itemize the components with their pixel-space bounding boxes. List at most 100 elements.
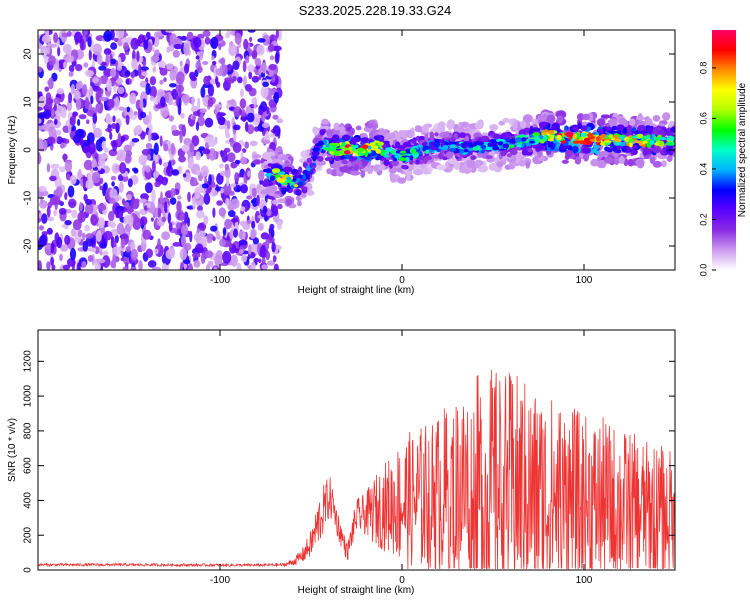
- heatmap-cell: [502, 117, 510, 123]
- heatmap-cell: [148, 110, 152, 124]
- heatmap-cell: [365, 123, 375, 129]
- heatmap-cell: [129, 113, 138, 120]
- heatmap-cell: [82, 232, 86, 241]
- snr-x-axis-label: Height of straight line (km): [298, 585, 415, 596]
- heatmap-cell: [600, 114, 611, 119]
- heatmap-cell: [261, 152, 272, 160]
- heatmap-cell: [177, 195, 182, 200]
- heatmap-cell: [157, 207, 162, 219]
- heatmap-cell: [265, 250, 271, 261]
- heatmap-cell: [126, 106, 130, 113]
- heatmap-cell: [438, 139, 445, 143]
- heatmap-cell: [117, 36, 123, 47]
- heatmap-cell: [222, 184, 232, 196]
- heatmap-cell: [48, 55, 56, 66]
- colorbar-gradient: [712, 30, 736, 270]
- heatmap-cell: [204, 36, 211, 45]
- heatmap-cell: [112, 253, 116, 265]
- heatmap-cell: [391, 159, 399, 167]
- y-tick-label: 1200: [23, 350, 34, 373]
- heatmap-cell: [200, 112, 204, 119]
- heatmap-cell: [257, 222, 264, 231]
- heatmap-cell: [50, 109, 55, 118]
- heatmap-cell: [591, 148, 597, 153]
- heatmap-cell: [145, 248, 153, 258]
- heatmap-cell: [62, 43, 72, 54]
- heatmap-cell: [246, 124, 255, 135]
- heatmap-cell: [158, 60, 166, 68]
- heatmap-cell: [276, 118, 284, 124]
- heatmap-cell: [215, 230, 221, 240]
- heatmap-cell: [514, 137, 523, 143]
- heatmap-cell: [229, 229, 235, 240]
- heatmap-cell: [297, 166, 303, 174]
- y-tick-label: 20: [23, 48, 34, 60]
- heatmap-cell: [273, 205, 279, 217]
- heatmap-cell: [189, 142, 195, 153]
- heatmap-cell: [95, 230, 102, 242]
- heatmap-cell: [502, 143, 510, 149]
- heatmap-cell: [256, 194, 260, 207]
- heatmap-cell: [398, 130, 406, 138]
- heatmap-cell: [220, 187, 224, 194]
- heatmap-cell: [202, 30, 211, 37]
- heatmap-cell: [179, 130, 183, 144]
- heatmap-cell: [662, 112, 671, 121]
- heatmap-cell: [42, 139, 48, 151]
- heatmap-cell: [312, 156, 317, 162]
- heatmap-cell: [450, 137, 456, 142]
- heatmap-cell: [260, 85, 269, 99]
- heatmap-cell: [113, 84, 117, 93]
- heatmap-cell: [424, 133, 429, 140]
- heatmap-cell: [207, 139, 217, 147]
- heatmap-cell: [124, 70, 131, 77]
- heatmap-cell: [173, 43, 183, 50]
- heatmap-cell: [38, 225, 45, 231]
- heatmap-cell: [130, 241, 136, 251]
- heatmap-cell: [343, 150, 351, 155]
- heatmap-cell: [386, 148, 394, 152]
- heatmap-cell: [461, 123, 468, 128]
- heatmap-cell: [117, 132, 122, 145]
- heatmap-cell: [230, 254, 238, 267]
- snr-frame: [37, 329, 676, 571]
- heatmap-cell: [637, 124, 647, 132]
- heatmap-cell: [532, 132, 540, 137]
- heatmap-cell: [429, 131, 435, 138]
- heatmap-cell: [512, 122, 518, 130]
- heatmap-cell: [96, 53, 103, 65]
- heatmap-cell: [117, 174, 124, 182]
- heatmap-cell: [161, 231, 171, 241]
- heatmap-cell: [213, 191, 219, 196]
- heatmap-cell: [159, 135, 163, 147]
- colorbar-tick-label: 0.8: [698, 62, 708, 75]
- heatmap-cell: [582, 113, 590, 121]
- heatmap-cell: [105, 128, 113, 132]
- heatmap-cell: [581, 132, 588, 137]
- heatmap-cell: [103, 48, 112, 56]
- heatmap-cell: [253, 257, 260, 263]
- heatmap-cell: [212, 60, 217, 66]
- heatmap-cell: [335, 155, 341, 161]
- heatmap-cell: [439, 125, 446, 131]
- heatmap-cell: [68, 92, 73, 104]
- heatmap-cell: [647, 126, 653, 134]
- heatmap-cell: [106, 78, 112, 92]
- heatmap-cell: [169, 68, 177, 81]
- heatmap-cell: [73, 90, 81, 100]
- heatmap-cell: [46, 227, 53, 235]
- heatmap-cell: [262, 122, 270, 129]
- heatmap-cell: [326, 168, 333, 175]
- spectrogram-y-axis-label: Frequency (Hz): [7, 116, 18, 185]
- heatmap-cell: [193, 260, 201, 268]
- heatmap-cell: [523, 127, 531, 134]
- heatmap-cell: [225, 197, 230, 207]
- heatmap-cell: [92, 113, 98, 124]
- heatmap-cell: [171, 169, 180, 176]
- heatmap-cell: [179, 248, 188, 261]
- heatmap-cell: [90, 95, 94, 105]
- heatmap-cell: [136, 50, 140, 62]
- heatmap-cell: [459, 168, 467, 174]
